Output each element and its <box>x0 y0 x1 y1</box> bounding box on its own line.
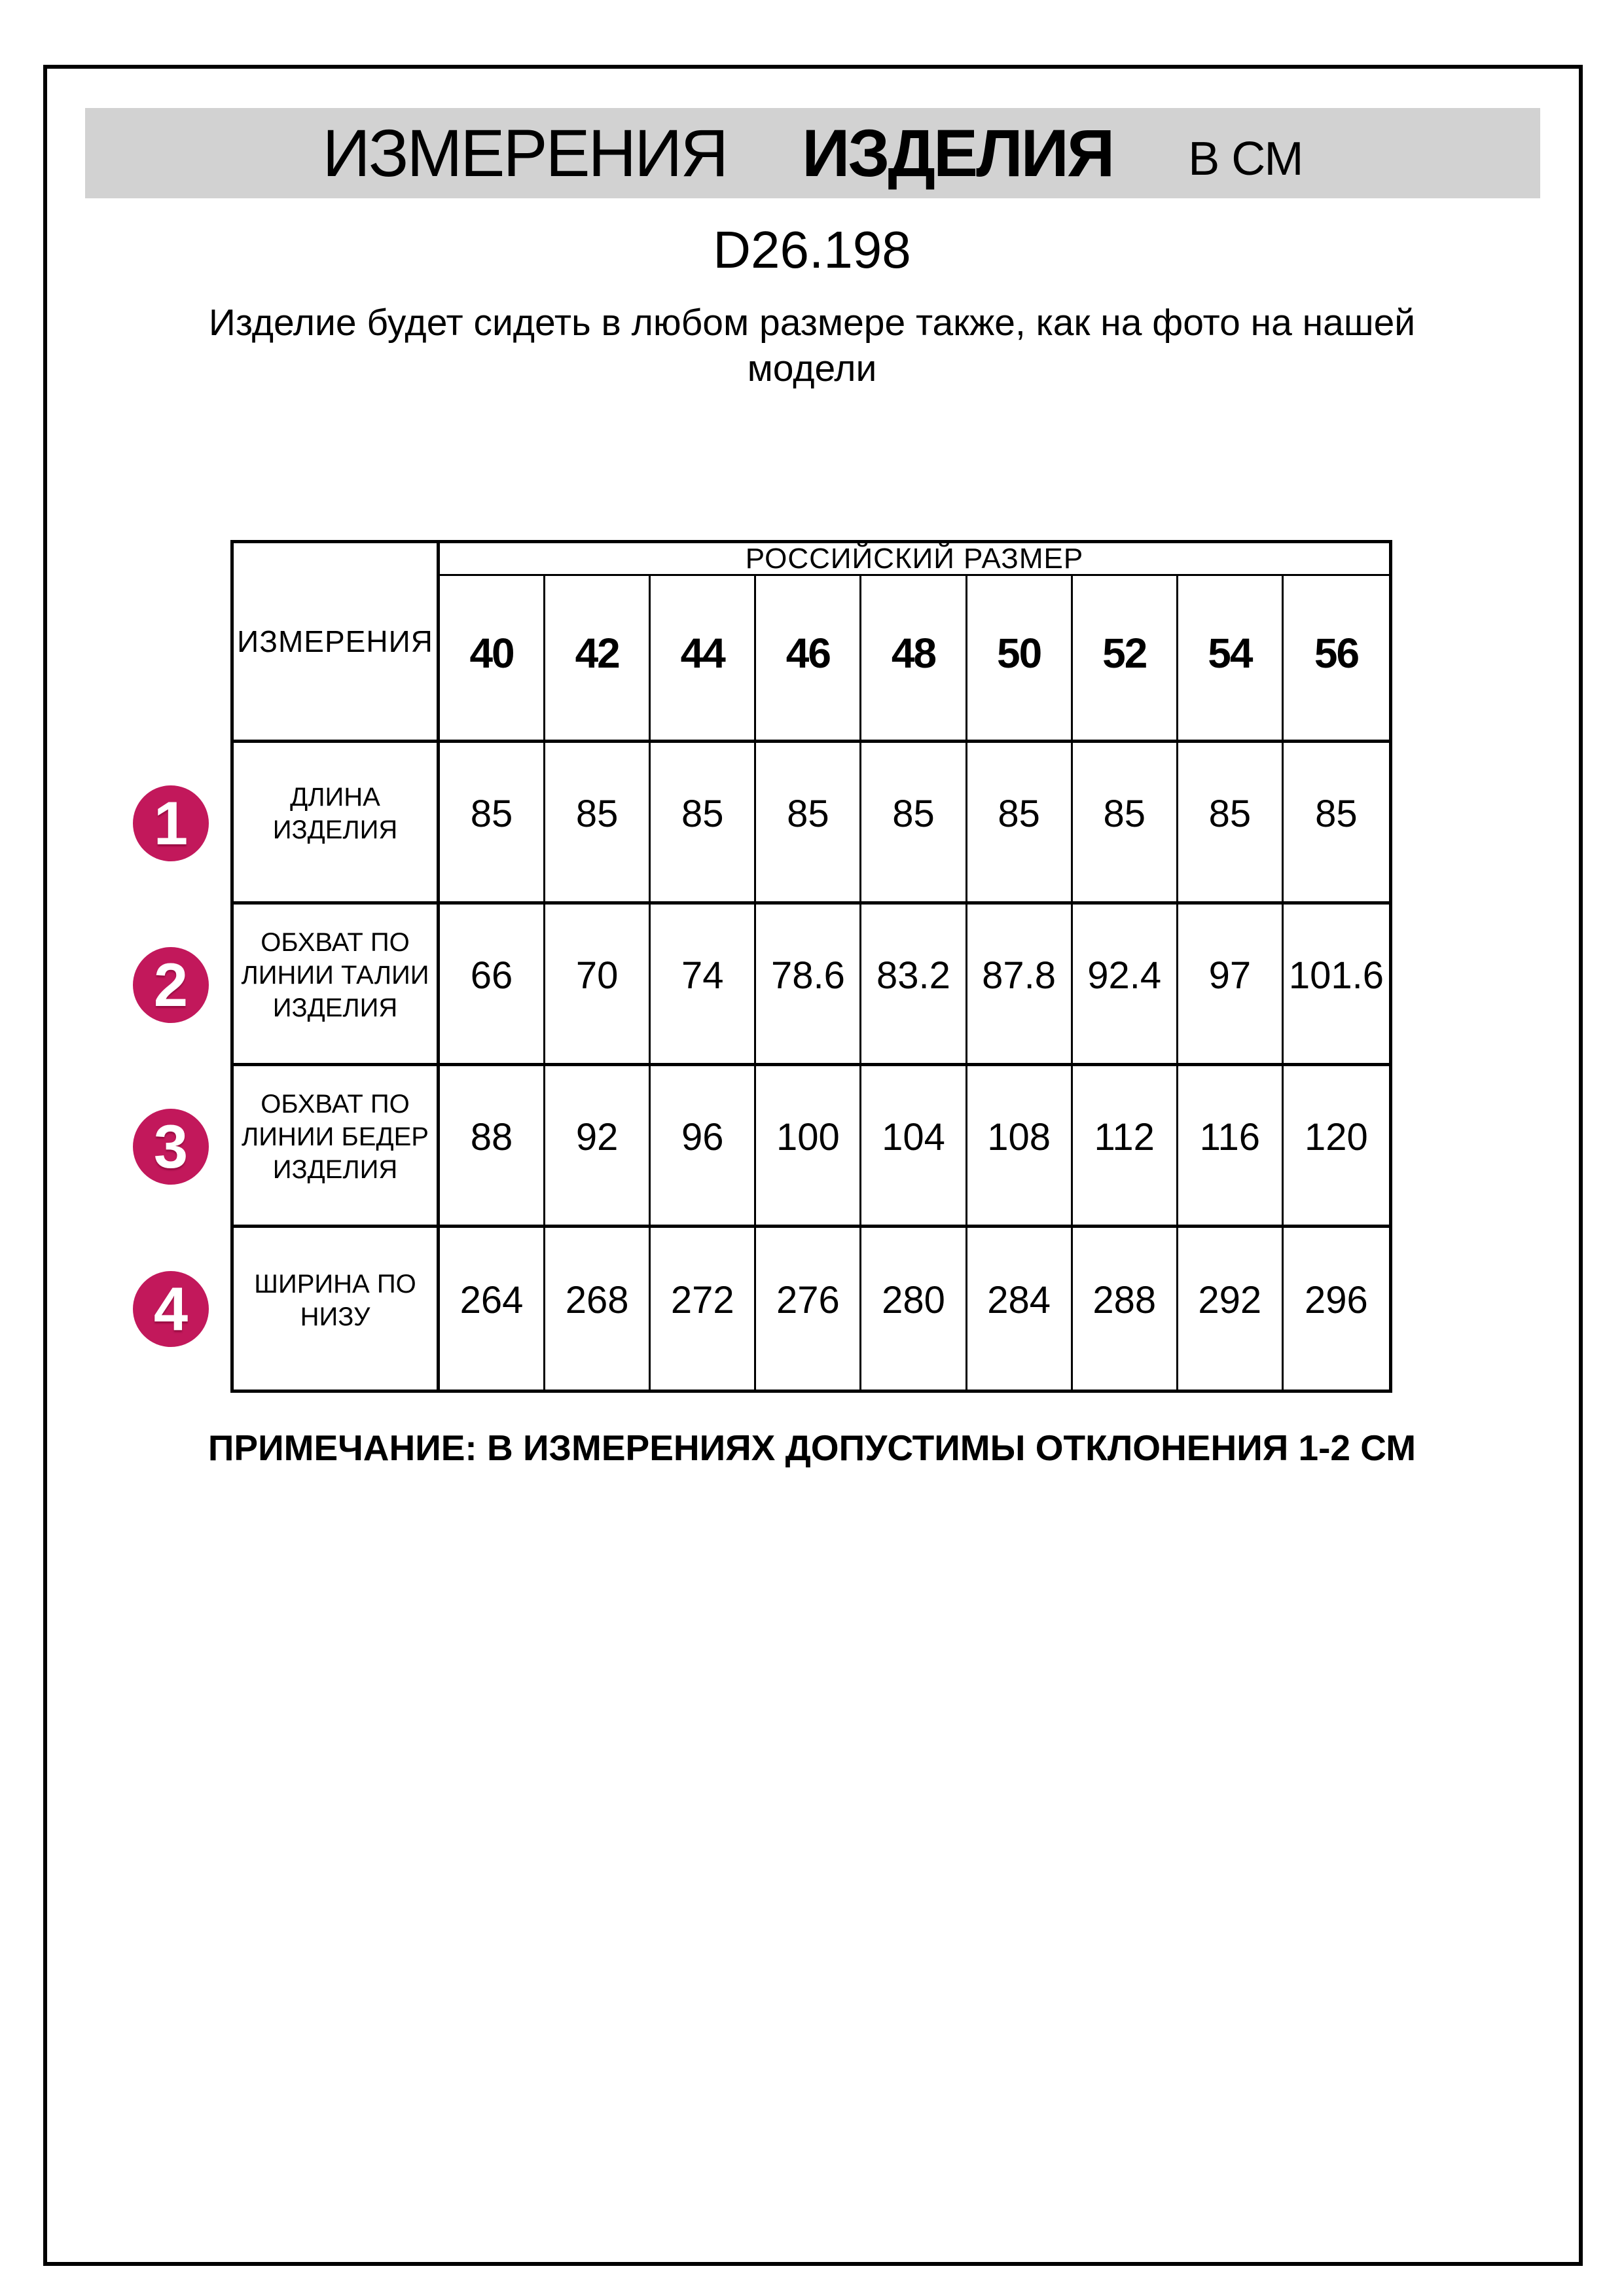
table-cell: 284 <box>967 1228 1073 1390</box>
size-table: ИЗМЕРЕНИЯ РОССИЙСКИЙ РАЗМЕР 40 42 44 46 … <box>230 540 1392 1393</box>
size-header-44: 44 <box>651 576 757 743</box>
callout-badge-3: 3 <box>133 1109 209 1185</box>
fit-description-line1: Изделие будет сидеть в любом размере так… <box>208 302 1416 344</box>
table-cell: 88 <box>440 1066 546 1228</box>
russian-size-header-cell: РОССИЙСКИЙ РАЗМЕР <box>440 543 1389 576</box>
size-header-46: 46 <box>756 576 862 743</box>
table-cell: 280 <box>861 1228 967 1390</box>
table-cell: 264 <box>440 1228 546 1390</box>
table-cell: 92.4 <box>1072 905 1178 1066</box>
table-cell: 288 <box>1073 1228 1178 1390</box>
callout-number: 1 <box>153 789 189 857</box>
table-cell: 85 <box>440 743 546 905</box>
callout-number: 4 <box>153 1274 189 1343</box>
row-label-hips: ОБХВАТ ПО ЛИНИИ БЕДЕР ИЗДЕЛИЯ <box>234 1066 440 1228</box>
size-header-56: 56 <box>1283 576 1389 743</box>
table-cell: 85 <box>756 743 862 905</box>
callout-number: 3 <box>153 1112 189 1181</box>
table-cell: 268 <box>545 1228 651 1390</box>
size-header-54: 54 <box>1178 576 1284 743</box>
table-cell: 104 <box>861 1066 967 1228</box>
table-cell: 85 <box>545 743 651 905</box>
callout-badge-2: 2 <box>133 947 209 1023</box>
note-text: ПРИМЕЧАНИЕ: В ИЗМЕРЕНИЯХ ДОПУСТИМЫ ОТКЛО… <box>208 1427 1416 1468</box>
title-product-word: ИЗДЕЛИЯ <box>802 115 1115 190</box>
table-cell: 100 <box>756 1066 862 1228</box>
table-cell: 96 <box>651 1066 757 1228</box>
table-cell: 296 <box>1305 1279 1368 1321</box>
table-cell: 85 <box>967 743 1073 905</box>
measurements-header-cell: ИЗМЕРЕНИЯ <box>234 543 440 743</box>
table-cell: 78.6 <box>756 905 862 1066</box>
callout-number: 2 <box>153 950 189 1019</box>
table-cell: 85 <box>1178 743 1284 905</box>
table-cell: 85 <box>861 743 967 905</box>
table-cell: 112 <box>1072 1066 1178 1228</box>
table-cell: 83.2 <box>861 905 967 1066</box>
size-header-50: 50 <box>967 576 1073 743</box>
table-cell: 116 <box>1178 1066 1284 1228</box>
fit-description-line2: модели <box>747 348 877 389</box>
callout-badge-4: 4 <box>133 1271 209 1347</box>
table-cell: 120 <box>1283 1066 1389 1228</box>
row-label-length: ДЛИНА ИЗДЕЛИЯ <box>234 743 440 905</box>
size-header-42: 42 <box>545 576 651 743</box>
row-label-bottom-width: ШИРИНА ПО НИЗУ <box>234 1228 440 1390</box>
callout-badge-1: 1 <box>133 785 209 861</box>
size-header-52: 52 <box>1072 576 1178 743</box>
table-cell: 276 <box>756 1228 862 1390</box>
title-measurements: ИЗМЕРЕНИЯ <box>322 115 729 190</box>
table-cell: 97 <box>1178 905 1284 1066</box>
table-cell: 272 <box>651 1228 757 1390</box>
title-units: В СМ <box>1188 133 1303 185</box>
page-border <box>43 65 1583 2266</box>
table-cell: 292 <box>1178 1228 1284 1390</box>
table-cell: 85 <box>1283 743 1389 905</box>
size-header-40: 40 <box>440 576 546 743</box>
product-code: D26.198 <box>713 221 911 279</box>
table-cell: 101.6 <box>1283 905 1389 1066</box>
table-cell: 92 <box>545 1066 651 1228</box>
table-cell: 85 <box>651 743 757 905</box>
table-cell: 87.8 <box>967 905 1073 1066</box>
table-cell: 85 <box>1072 743 1178 905</box>
table-cell: 74 <box>651 905 757 1066</box>
size-header-48: 48 <box>861 576 967 743</box>
table-cell: 66 <box>440 905 546 1066</box>
row-label-waist: ОБХВАТ ПО ЛИНИИ ТАЛИИ ИЗДЕЛИЯ <box>234 905 440 1066</box>
table-cell: 108 <box>967 1066 1073 1228</box>
fit-description: Изделие будет сидеть в любом размере так… <box>0 300 1624 391</box>
title-banner: ИЗМЕРЕНИЯ ИЗДЕЛИЯ В СМ <box>85 108 1540 198</box>
table-cell: 70 <box>545 905 651 1066</box>
